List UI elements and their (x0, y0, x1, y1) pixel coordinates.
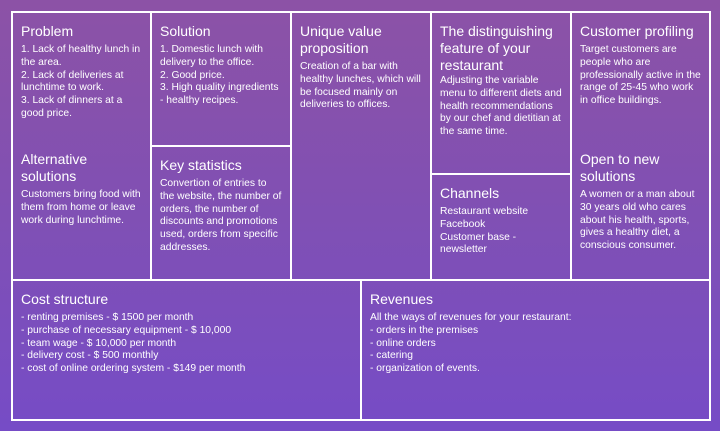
cost-text: - renting premises - $ 1500 per month - … (21, 312, 246, 375)
revenues-title: Revenues (370, 291, 434, 307)
alternatives-text: Customers bring food with them from home… (21, 189, 141, 226)
solution-block: Solution 1. Domestic lunch with delivery… (150, 11, 292, 147)
revenues-text: All the ways of revenues for your restau… (370, 312, 572, 375)
problem-text: 1. Lack of healthy lunch in the area. 2.… (21, 44, 141, 119)
problem-block: Problem 1. Lack of healthy lunch in the … (11, 11, 152, 281)
channels-title: Channels (440, 185, 500, 201)
uvp-text: Creation of a bar with healthy lunches, … (300, 61, 421, 111)
key-statistics-text: Convertion of entries to the website, th… (160, 178, 282, 253)
customer-title: Customer profiling (580, 23, 694, 39)
open-title: Open to new solutions (580, 151, 660, 184)
key-statistics-title: Key statistics (160, 157, 242, 173)
open-text: A women or a man about 30 years old who … (580, 189, 695, 252)
distinguishing-title: The distinguishing feature of your resta… (440, 23, 553, 73)
revenues-block: Revenues All the ways of revenues for yo… (360, 279, 711, 421)
solution-title: Solution (160, 23, 211, 39)
distinguishing-block: The distinguishing feature of your resta… (430, 11, 572, 175)
customer-text: Target customers are people who are prof… (580, 44, 701, 107)
channels-text: Restaurant website Facebook Customer bas… (440, 206, 529, 256)
solution-text: 1. Domestic lunch with delivery to the o… (160, 44, 279, 107)
uvp-block: Unique value proposition Creation of a b… (290, 11, 432, 281)
channels-block: Channels Restaurant website Facebook Cus… (430, 173, 572, 281)
cost-block: Cost structure - renting premises - $ 15… (11, 279, 362, 421)
distinguishing-text: Adjusting the variable menu to different… (440, 75, 562, 138)
customer-block: Customer profiling Target customers are … (570, 11, 711, 281)
alternatives-title: Alternative solutions (21, 151, 88, 184)
key-statistics-block: Key statistics Convertion of entries to … (150, 145, 292, 281)
problem-title: Problem (21, 23, 74, 39)
cost-title: Cost structure (21, 291, 109, 307)
uvp-title: Unique value proposition (300, 23, 382, 56)
